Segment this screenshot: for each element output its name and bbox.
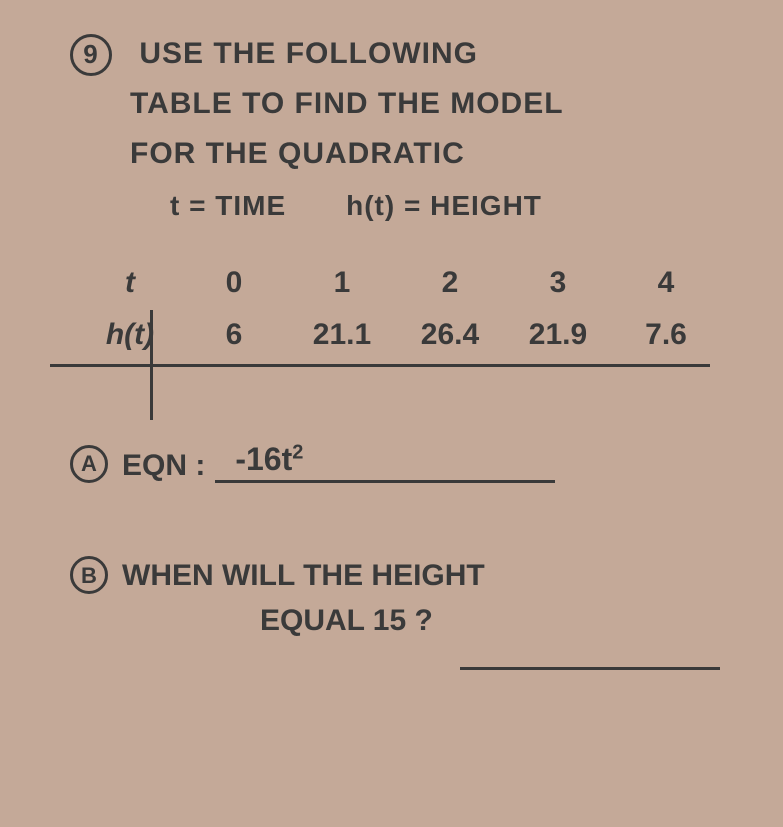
table-row-t: t 0 1 2 3 4 xyxy=(80,257,743,309)
h-val-1: 21.1 xyxy=(288,318,396,352)
prompt-text-1: USE THE FOLLOWING xyxy=(139,37,478,70)
t-val-3: 3 xyxy=(504,266,612,300)
part-b-line-1: B WHEN WILL THE HEIGHT xyxy=(70,553,743,598)
h-val-4: 7.6 xyxy=(612,318,720,352)
part-b-text-1: WHEN WILL THE HEIGHT xyxy=(122,553,485,598)
part-a-circle: A xyxy=(70,445,108,483)
def-h: h(t) = HEIGHT xyxy=(346,184,542,229)
eqn-answer-exp: 2 xyxy=(292,441,303,463)
part-b-circle: B xyxy=(70,556,108,594)
data-table: t 0 1 2 3 4 h(t) 6 21.1 26.4 21.9 7.6 xyxy=(80,257,743,361)
t-val-0: 0 xyxy=(180,266,288,300)
prompt-text-2: TABLE TO FIND THE MODEL xyxy=(130,80,743,128)
table-horizontal-rule xyxy=(50,364,710,367)
part-a: A EQN : -16t2 xyxy=(70,441,743,483)
row-header-t: t xyxy=(80,266,180,300)
eqn-answer-text: -16t xyxy=(235,441,292,477)
prompt-line-1: 9 USE THE FOLLOWING xyxy=(70,30,743,78)
problem-number-circle: 9 xyxy=(70,34,112,76)
t-val-1: 1 xyxy=(288,266,396,300)
eqn-label: EQN : xyxy=(122,449,205,483)
variable-definitions: t = TIME h(t) = HEIGHT xyxy=(170,184,743,229)
part-b-answer-blank[interactable] xyxy=(460,667,720,670)
prompt-text-3: FOR THE QUADRATIC xyxy=(130,130,743,178)
part-b: B WHEN WILL THE HEIGHT EQUAL 15 ? xyxy=(70,553,743,643)
t-val-4: 4 xyxy=(612,266,720,300)
worksheet-page: 9 USE THE FOLLOWING TABLE TO FIND THE MO… xyxy=(40,30,743,797)
problem-prompt: 9 USE THE FOLLOWING TABLE TO FIND THE MO… xyxy=(70,30,743,229)
part-b-text-2: EQUAL 15 ? xyxy=(260,598,743,643)
row-header-h: h(t) xyxy=(80,318,180,352)
h-val-3: 21.9 xyxy=(504,318,612,352)
t-val-2: 2 xyxy=(396,266,504,300)
table-row-h: h(t) 6 21.1 26.4 21.9 7.6 xyxy=(80,309,743,361)
eqn-answer-blank[interactable]: -16t2 xyxy=(215,441,555,483)
h-val-0: 6 xyxy=(180,318,288,352)
def-t: t = TIME xyxy=(170,184,286,229)
h-val-2: 26.4 xyxy=(396,318,504,352)
